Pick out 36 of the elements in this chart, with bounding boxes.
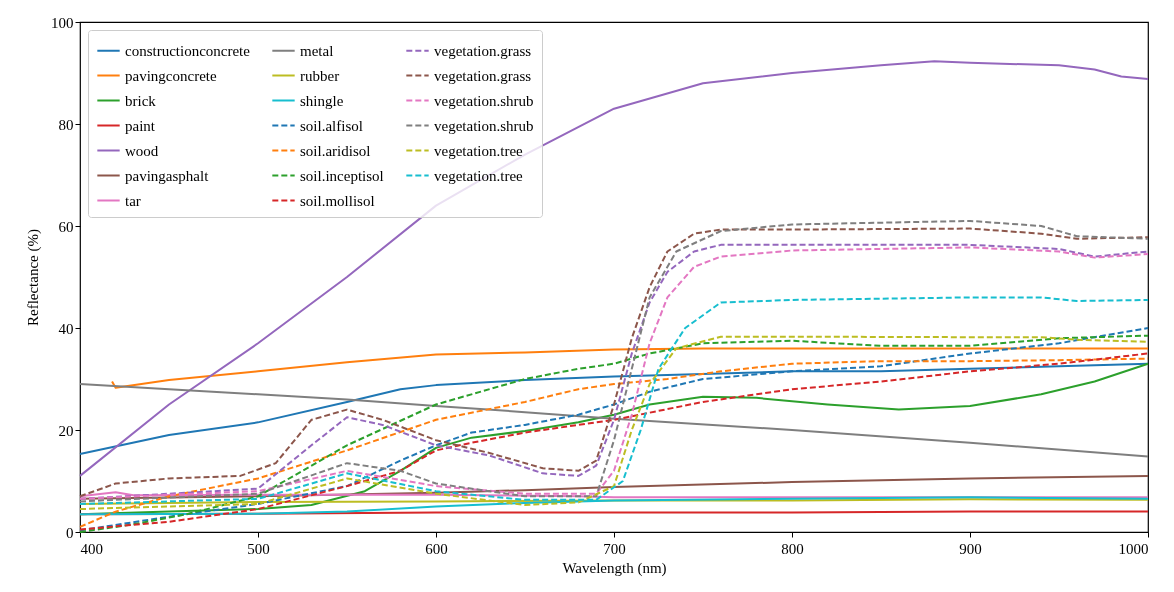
legend-label: tar (125, 192, 141, 209)
legend-label: soil.mollisol (300, 192, 375, 209)
x-tick-label: 1000 (1118, 540, 1149, 557)
x-tick-label: 800 (781, 540, 804, 557)
x-tick-label: 600 (425, 540, 448, 557)
x-tick-label: 400 (80, 540, 103, 557)
y-tick-label: 40 (58, 320, 74, 337)
x-tick-label: 900 (959, 540, 982, 557)
legend-label: soil.inceptisol (300, 167, 384, 184)
legend-label: vegetation.grass (434, 67, 532, 84)
legend-label: soil.aridisol (300, 142, 371, 159)
legend-label: vegetation.tree (434, 167, 524, 184)
x-tick-label: 500 (247, 540, 270, 557)
legend-label: constructionconcrete (125, 42, 251, 59)
legend-label: pavingasphalt (125, 167, 210, 184)
y-tick-label: 0 (66, 524, 74, 541)
legend-label: paint (125, 117, 156, 134)
y-axis-title: Reflectance (%) (25, 228, 42, 327)
legend-label: vegetation.grass (434, 42, 532, 59)
legend-label: brick (125, 92, 157, 109)
legend-label: vegetation.shrub (434, 92, 534, 109)
x-tick-label: 700 (603, 540, 626, 557)
y-tick-label: 100 (51, 14, 74, 31)
y-tick-label: 60 (58, 218, 74, 235)
legend-label: shingle (300, 92, 344, 109)
y-tick-label: 80 (58, 116, 74, 133)
legend-label: vegetation.shrub (434, 117, 534, 134)
legend-label: wood (125, 142, 159, 159)
y-tick-label: 20 (58, 422, 74, 439)
legend-label: rubber (300, 67, 340, 84)
line-series (111, 347, 1149, 389)
x-axis-title: Wavelength (nm) (562, 559, 667, 577)
legend-label: pavingconcrete (125, 67, 217, 84)
legend-label: metal (300, 42, 334, 59)
legend-label: vegetation.tree (434, 142, 524, 159)
legend-label: soil.alfisol (300, 117, 363, 134)
